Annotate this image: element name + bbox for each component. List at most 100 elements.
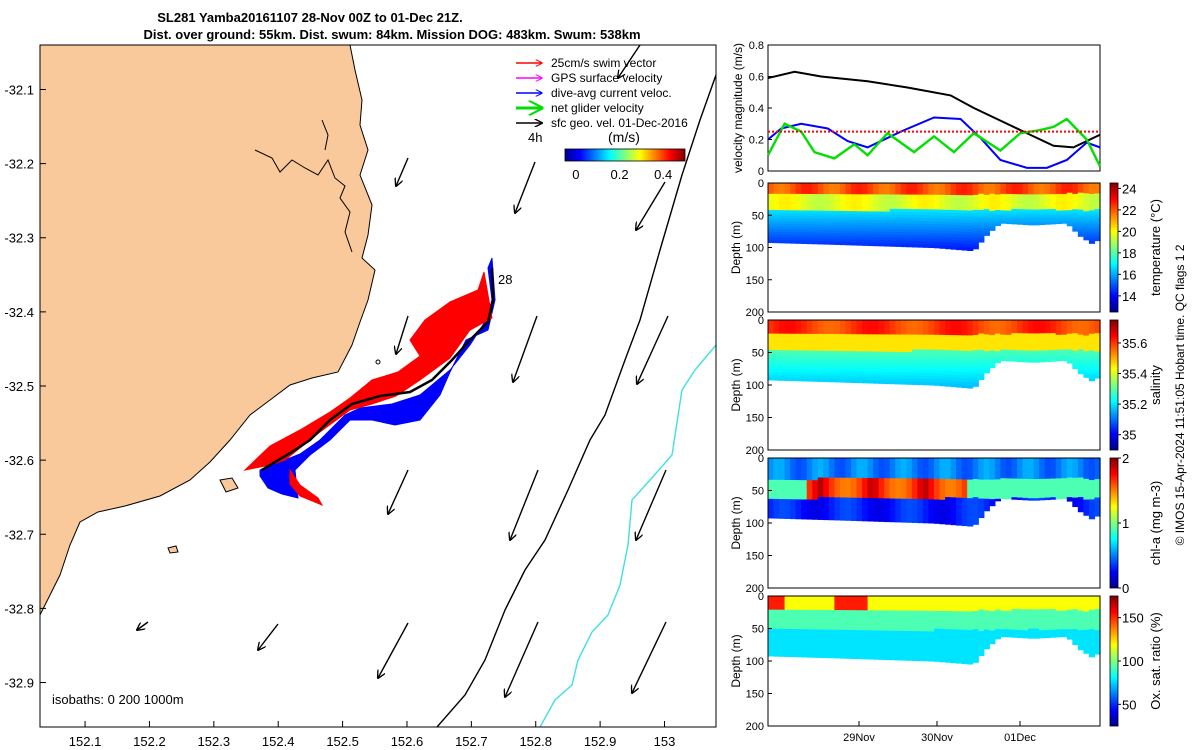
section-cell [851, 202, 858, 207]
section-cell [895, 237, 902, 242]
section-cell [851, 371, 858, 375]
section-cell [856, 638, 863, 643]
section-cell [961, 516, 968, 520]
section-cell [1050, 348, 1057, 351]
section-cell [967, 378, 974, 383]
section-cell [867, 492, 874, 496]
section-cell [884, 320, 891, 324]
section-cell [956, 365, 963, 370]
section-cell [1011, 342, 1018, 345]
section-cell [1011, 487, 1018, 491]
section-cell [884, 627, 891, 632]
section-cell [922, 206, 930, 210]
section-cell [862, 458, 869, 462]
section-cell [773, 474, 780, 478]
section-cell [928, 379, 935, 383]
section-cell [994, 339, 1001, 342]
section-cell [862, 379, 869, 384]
geostrophic-arrow [137, 621, 149, 630]
section-cell [862, 633, 869, 637]
section-cell [906, 507, 913, 512]
section-cell [945, 191, 952, 196]
section-cell [823, 199, 830, 204]
section-cell [889, 650, 896, 655]
section-cell [806, 648, 813, 653]
section-cell [1094, 463, 1101, 467]
section-cell [828, 649, 835, 653]
section-cell [867, 506, 874, 511]
section-cell [1028, 471, 1035, 474]
section-cell [828, 348, 835, 352]
section-cell [878, 354, 885, 358]
section-cell [801, 480, 808, 484]
section-cell [895, 466, 902, 471]
section-cell [823, 607, 830, 611]
section-cell [878, 360, 885, 364]
section-cell [801, 336, 808, 340]
section-cell [823, 232, 830, 237]
section-cell [884, 205, 891, 210]
section-cell [950, 204, 957, 208]
velocity-y-ticks: 00.20.40.60.8 [749, 40, 772, 178]
section-cell [889, 648, 896, 652]
section-cell [972, 242, 979, 247]
section-cell [1050, 476, 1057, 480]
section-cell [1083, 335, 1090, 339]
section-cell [1050, 495, 1057, 498]
section-cell [1061, 325, 1068, 328]
section-cell [967, 366, 974, 371]
section-cell [812, 471, 819, 476]
section-cell [889, 463, 896, 468]
section-cell [1039, 478, 1046, 482]
section-cell [972, 335, 979, 339]
section-cell [983, 194, 990, 198]
section-cell [889, 630, 896, 635]
section-cell [823, 654, 830, 659]
section-cell [922, 364, 930, 368]
section-cell [911, 197, 918, 202]
section-cell [928, 613, 935, 618]
section-cell [867, 242, 874, 247]
section-cell [1028, 469, 1035, 472]
section-cell [878, 647, 885, 652]
section-cell [867, 200, 874, 204]
section-cell [779, 339, 786, 343]
section-cell [1094, 354, 1101, 358]
section-cell [878, 220, 885, 224]
section-cell [1017, 209, 1024, 212]
section-cell [856, 236, 863, 241]
section-cell [851, 213, 858, 218]
section-cell [917, 475, 924, 480]
section-cell [1072, 353, 1079, 356]
section-cell [895, 596, 902, 600]
section-cell [939, 625, 946, 630]
section-cell [1017, 220, 1024, 223]
section-cell [972, 203, 979, 208]
section-cell [806, 513, 813, 517]
section-cell [801, 488, 808, 492]
section-cell [972, 623, 979, 627]
section-cell [806, 505, 813, 509]
section-cell [1039, 340, 1046, 344]
section-cell [862, 475, 869, 479]
section-cell [989, 466, 996, 470]
section-cell [900, 619, 907, 623]
section-cell [972, 362, 979, 366]
section-cell [1044, 216, 1051, 220]
section-cell [856, 475, 863, 479]
section-cell [956, 503, 963, 508]
section-cell [900, 378, 907, 382]
section-cell [1017, 320, 1024, 323]
section-cell [1028, 320, 1035, 323]
section-cell [1000, 325, 1007, 328]
section-cell [978, 482, 985, 486]
section-cell [939, 367, 946, 372]
section-cell [1066, 215, 1073, 219]
section-cell [967, 485, 974, 490]
section-cell [839, 508, 847, 513]
estuary-line [254, 149, 353, 253]
section-cell [956, 371, 963, 376]
section-cell [790, 623, 797, 627]
section-cell [1072, 196, 1079, 199]
section-cell [1000, 340, 1007, 343]
